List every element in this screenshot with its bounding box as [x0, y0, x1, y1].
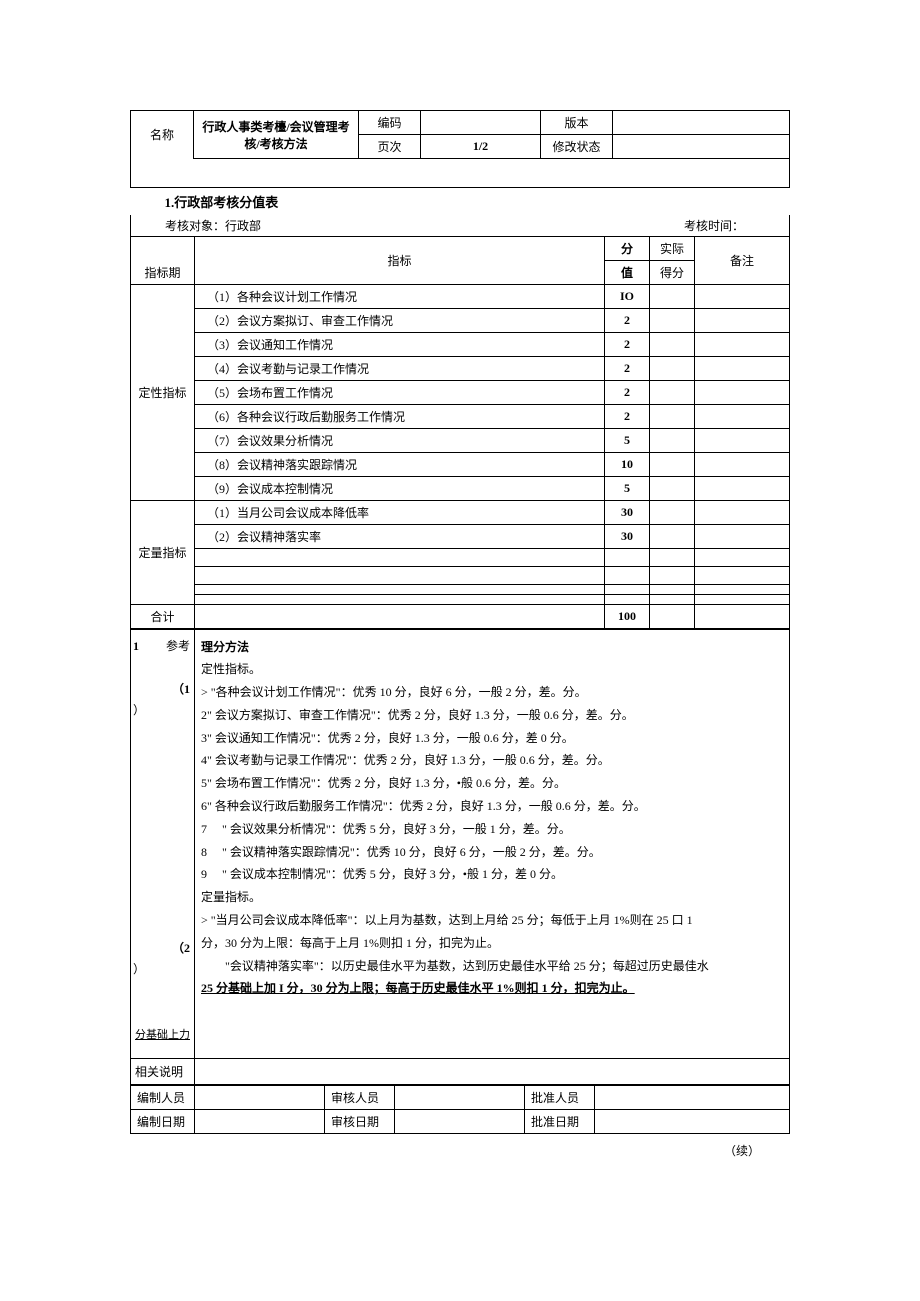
table-row: （2）会议精神落实率30 [131, 524, 790, 548]
quantitative-label: 定量指标 [131, 500, 195, 604]
table-row [131, 584, 790, 594]
table-row: （6）各种会议行政后勤服务工作情况2 [131, 404, 790, 428]
prepare-person-label: 编制人员 [131, 1085, 195, 1109]
total-row: 合计 100 [131, 604, 790, 628]
indicator-text: （1）各种会议计划工作情况 [195, 284, 605, 308]
table-row: （2）会议方案拟订、审查工作情况2 [131, 308, 790, 332]
version-value [613, 111, 790, 135]
methods-label-col: 1 参考 （1 ） （2 ） 分基础上力 [131, 629, 195, 1058]
assess-target: 考核对象：行政部 [165, 217, 261, 234]
total-label: 合计 [131, 604, 195, 628]
status-value [613, 135, 790, 159]
score-value: IO [605, 284, 650, 308]
section-title: 1.行政部考核分值表 [131, 187, 790, 215]
table-row: （9）会议成本控制情况5 [131, 476, 790, 500]
page-label: 页次 [359, 135, 421, 159]
section-wrapper: 1.行政部考核分值表 考核对象：行政部 考核时间： [130, 159, 790, 236]
col-score-1: 分 [605, 236, 650, 260]
table-row: 定量指标 （1）当月公司会议成本降低率 30 [131, 500, 790, 524]
table-row: （3）会议通知工作情况2 [131, 332, 790, 356]
page-value: 1/2 [421, 135, 541, 159]
table-row: （8）会议精神落实跟踪情况10 [131, 452, 790, 476]
col-score-2: 值 [605, 260, 650, 284]
qualitative-label: 定性指标 [131, 284, 195, 500]
methods-table: 1 参考 （1 ） （2 ） 分基础上力 理分方法 定性指标。 > "各种会议计… [130, 629, 790, 1085]
table-row [131, 548, 790, 566]
table-row [131, 594, 790, 604]
code-label: 编码 [359, 111, 421, 135]
document-header-table: 名称 行政人事类考檯/会议管理考核/考核方法 编码 版本 页次 1/2 修改状态 [130, 110, 790, 159]
col-actual-1: 实际 [650, 236, 695, 260]
col-remark: 备注 [695, 236, 790, 284]
sign-row: 编制日期 审核日期 批准日期 [131, 1109, 790, 1133]
continued-marker: （续） [130, 1134, 790, 1160]
table-row: （5）会场布置工作情况2 [131, 380, 790, 404]
status-label: 修改状态 [541, 135, 613, 159]
remark-value [695, 284, 790, 308]
name-label: 名称 [131, 111, 194, 159]
col-indicator: 指标 [195, 236, 605, 284]
shuoming-label: 相关说明 [131, 1058, 195, 1084]
col-actual-2: 得分 [650, 260, 695, 284]
assessment-table: 指标期 指标 分 实际 备注 值 得分 定性指标 （1）各种会议计划工作情况 I… [130, 236, 790, 629]
methods-content: 理分方法 定性指标。 > "各种会议计划工作情况"：优秀 10 分，良好 6 分… [195, 629, 790, 1058]
table-row: （7）会议效果分析情况5 [131, 428, 790, 452]
table-row: （4）会议考勤与记录工作情况2 [131, 356, 790, 380]
doc-name: 行政人事类考檯/会议管理考核/考核方法 [194, 111, 359, 159]
table-row [131, 566, 790, 584]
prepare-date-label: 编制日期 [131, 1109, 195, 1133]
section-meta: 考核对象：行政部 考核时间： [131, 215, 789, 236]
review-date-label: 审核日期 [325, 1109, 395, 1133]
table-row: 定性指标 （1）各种会议计划工作情况 IO [131, 284, 790, 308]
review-person-label: 审核人员 [325, 1085, 395, 1109]
code-value [421, 111, 541, 135]
approve-person-label: 批准人员 [525, 1085, 595, 1109]
shuoming-row: 相关说明 [131, 1058, 790, 1084]
sign-row: 编制人员 审核人员 批准人员 [131, 1085, 790, 1109]
approve-date-label: 批准日期 [525, 1109, 595, 1133]
col-period: 指标期 [131, 236, 195, 284]
total-score: 100 [605, 604, 650, 628]
assess-time: 考核时间： [684, 217, 789, 234]
version-label: 版本 [541, 111, 613, 135]
sign-table: 编制人员 审核人员 批准人员 编制日期 审核日期 批准日期 [130, 1085, 790, 1134]
actual-value [650, 284, 695, 308]
